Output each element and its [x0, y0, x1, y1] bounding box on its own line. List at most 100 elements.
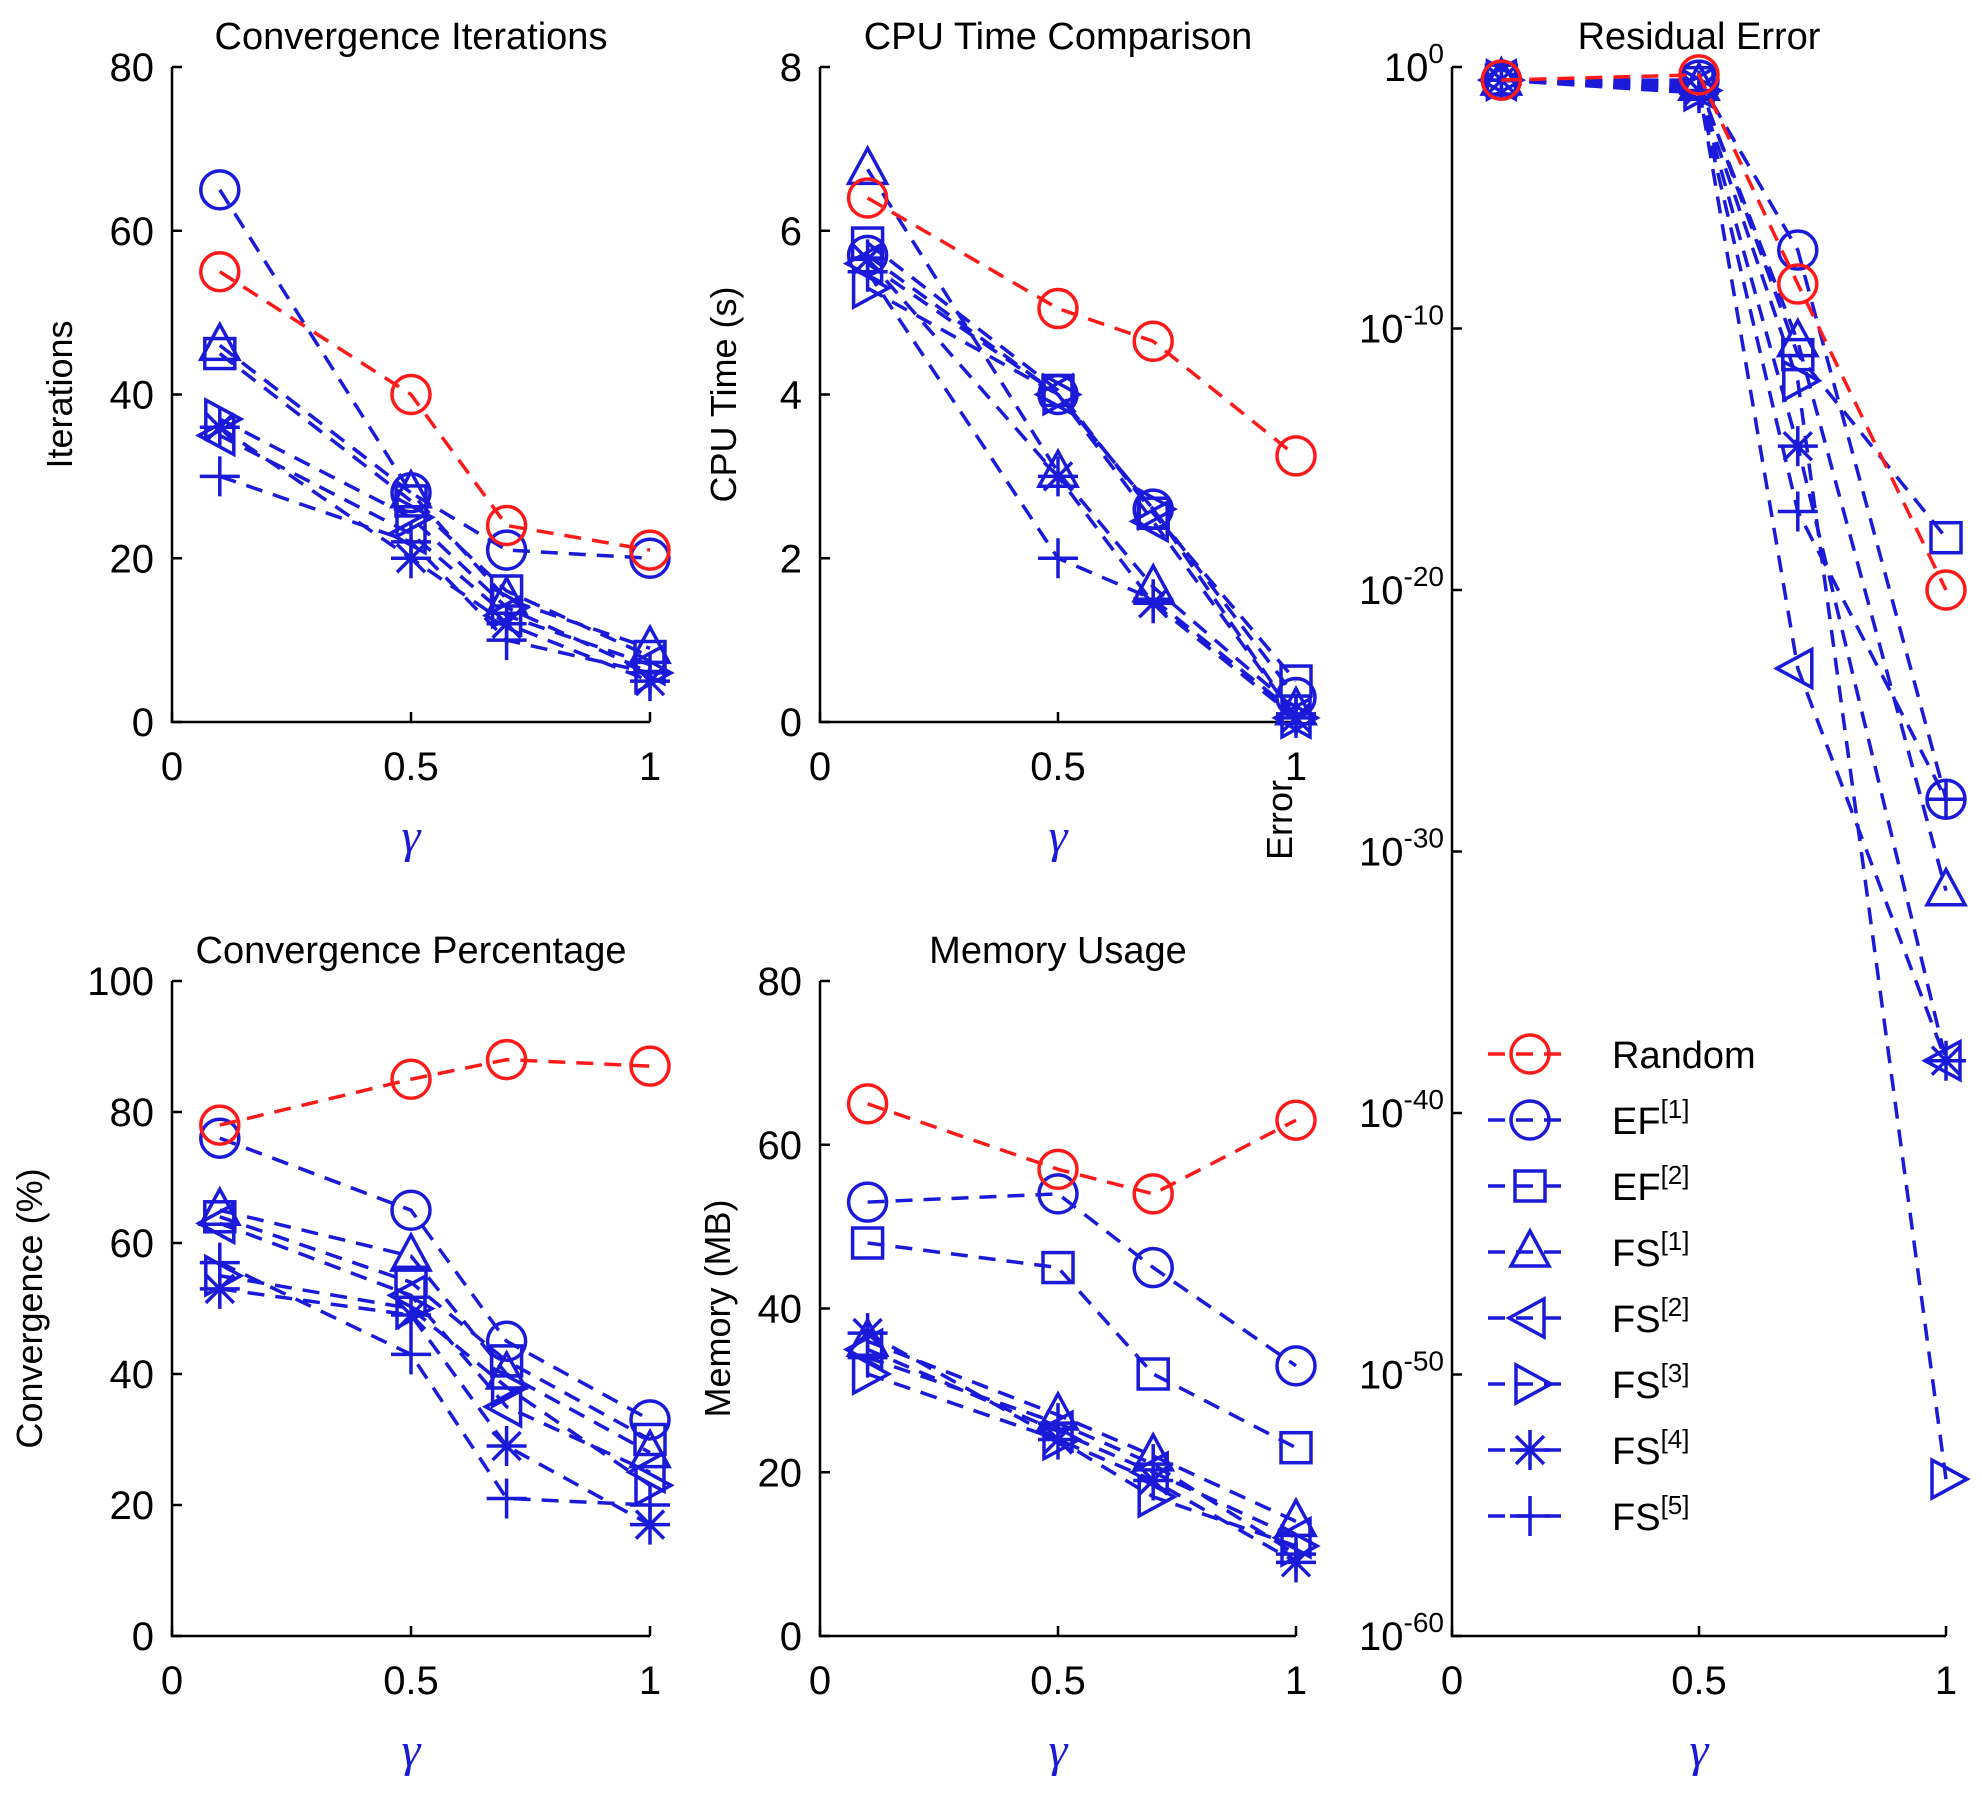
data-point-fs5: [486, 1478, 527, 1519]
series-line-fs1: [866, 168, 1298, 712]
data-point-random: [390, 1058, 432, 1100]
residual-ylabel: Error: [1259, 780, 1300, 860]
ytick-exponent: -50: [1404, 1346, 1444, 1377]
series-line-fs2: [866, 262, 1298, 719]
series-random: [1480, 54, 1967, 611]
data-point-random: [1132, 320, 1174, 363]
series-random: [846, 1083, 1317, 1215]
data-point-random: [846, 177, 889, 219]
cputime-ytick-label: 8: [780, 46, 802, 90]
data-point-fs5: [1926, 779, 1966, 820]
data-point-fs5: [391, 521, 431, 562]
cputime-xtick-label: 0.5: [1030, 745, 1086, 789]
data-point-ef1: [1275, 1345, 1317, 1387]
series-random: [199, 1038, 671, 1146]
ytick-exponent: -30: [1404, 823, 1444, 854]
series-line-ef1: [219, 1136, 651, 1422]
memory-xtick-label: 0: [809, 1659, 831, 1703]
data-point-random: [485, 1038, 528, 1081]
iterations-xtick-label: 1: [639, 745, 661, 789]
legend-label: EF[2]: [1612, 1160, 1689, 1209]
convergence-ytick-label: 60: [110, 1222, 155, 1266]
residual-ytick-label: 100: [1384, 38, 1444, 90]
legend-marker-fs1: [1508, 1227, 1552, 1268]
convergence-ytick-label: 80: [110, 1091, 155, 1135]
data-point-fs3: [490, 1365, 532, 1410]
data-point-fs3: [1042, 372, 1083, 417]
series-line-random: [1501, 73, 1948, 591]
ytick-base: 10: [1359, 1354, 1404, 1398]
legend-label-base: FS: [1612, 1233, 1661, 1275]
data-point-fs5: [847, 1337, 888, 1378]
convergence-ylabel: Convergence (%): [9, 1168, 50, 1448]
convergence-ytick-label: 0: [132, 1615, 154, 1659]
data-point-fs5: [1276, 693, 1316, 734]
legend-label: FS[2]: [1612, 1292, 1689, 1341]
data-point-fs5: [1038, 1403, 1078, 1444]
legend: RandomEF[1]EF[2]FS[1]FS[2]FS[3]FS[4]FS[5…: [1488, 1033, 1756, 1539]
data-point-fs1: [1924, 866, 1968, 907]
data-point-fs4: [199, 407, 240, 448]
series-line-fs5: [867, 1355, 1297, 1556]
convergence-ytick-label: 20: [110, 1484, 155, 1528]
iterations-ytick-label: 0: [132, 701, 154, 745]
legend-item-fs1: FS[1]: [1488, 1226, 1689, 1275]
legend-marker-ef1: [1509, 1099, 1551, 1141]
cputime-title: CPU Time Comparison: [864, 16, 1253, 58]
legend-marker-fs5: [1510, 1496, 1550, 1536]
cputime-ytick-label: 4: [780, 374, 802, 418]
data-point-fs4: [486, 1426, 527, 1467]
ytick-base: 10: [1359, 1092, 1404, 1136]
series-line-fs5: [866, 270, 1298, 716]
data-point-fs3: [1137, 487, 1178, 532]
ytick-base: 10: [1359, 1615, 1404, 1659]
convergence-ytick-label: 40: [110, 1353, 155, 1397]
data-point-random: [485, 504, 528, 547]
residual-ytick-label: 10-10: [1359, 300, 1444, 352]
residual-ytick-label: 10-50: [1359, 1346, 1444, 1398]
legend-label-sup: [1]: [1661, 1226, 1690, 1256]
data-point-random: [1777, 263, 1819, 305]
data-point-fs4: [391, 1295, 431, 1336]
data-point-fs5: [1133, 579, 1174, 620]
data-point-ef1: [1777, 229, 1819, 271]
legend-label: Random: [1612, 1035, 1756, 1077]
legend-item-fs5: FS[5]: [1488, 1490, 1689, 1539]
legend-label: FS[5]: [1612, 1490, 1689, 1539]
data-point-fs4: [1038, 456, 1078, 497]
data-point-random: [1275, 1099, 1317, 1141]
legend-label-sup: [2]: [1661, 1292, 1690, 1322]
legend-label: FS[3]: [1612, 1358, 1689, 1407]
data-point-fs1: [628, 1427, 672, 1469]
memory-ytick-label: 80: [758, 960, 803, 1004]
convergence-title: Convergence Percentage: [196, 930, 627, 972]
data-point-ef1: [485, 529, 528, 571]
ytick-exponent: -10: [1404, 300, 1444, 331]
residual-xlabel: γ: [1690, 1724, 1710, 1777]
series-line-fs1: [218, 343, 651, 650]
legend-label-sup: [4]: [1661, 1424, 1690, 1454]
legend-label: FS[4]: [1612, 1424, 1689, 1473]
iterations-ytick-label: 80: [110, 46, 155, 90]
residual-ytick-label: 10-30: [1359, 823, 1444, 875]
data-point-ef2: [1136, 1357, 1170, 1391]
data-point-fs1: [389, 1231, 433, 1272]
ytick-exponent: 0: [1428, 38, 1444, 69]
data-point-random: [390, 373, 432, 416]
cputime-ytick-label: 0: [780, 701, 802, 745]
data-point-fs5: [1777, 491, 1818, 532]
data-point-random: [629, 1045, 671, 1087]
data-point-fs5: [1038, 538, 1078, 579]
series-fs5: [199, 1242, 670, 1525]
legend-item-ef1: EF[1]: [1488, 1094, 1689, 1143]
legend-marker-fs4: [1510, 1430, 1550, 1470]
data-point-ef2: [1279, 1430, 1313, 1465]
memory-ytick-label: 60: [758, 1124, 803, 1168]
series-line-random: [218, 270, 651, 552]
memory-title: Memory Usage: [929, 930, 1187, 972]
data-point-fs1: [845, 144, 890, 186]
series-ef1: [846, 1173, 1317, 1387]
series-line-fs1: [866, 1339, 1297, 1523]
residual-xtick-label: 0.5: [1671, 1659, 1727, 1703]
series-line-ef2: [219, 1215, 651, 1442]
